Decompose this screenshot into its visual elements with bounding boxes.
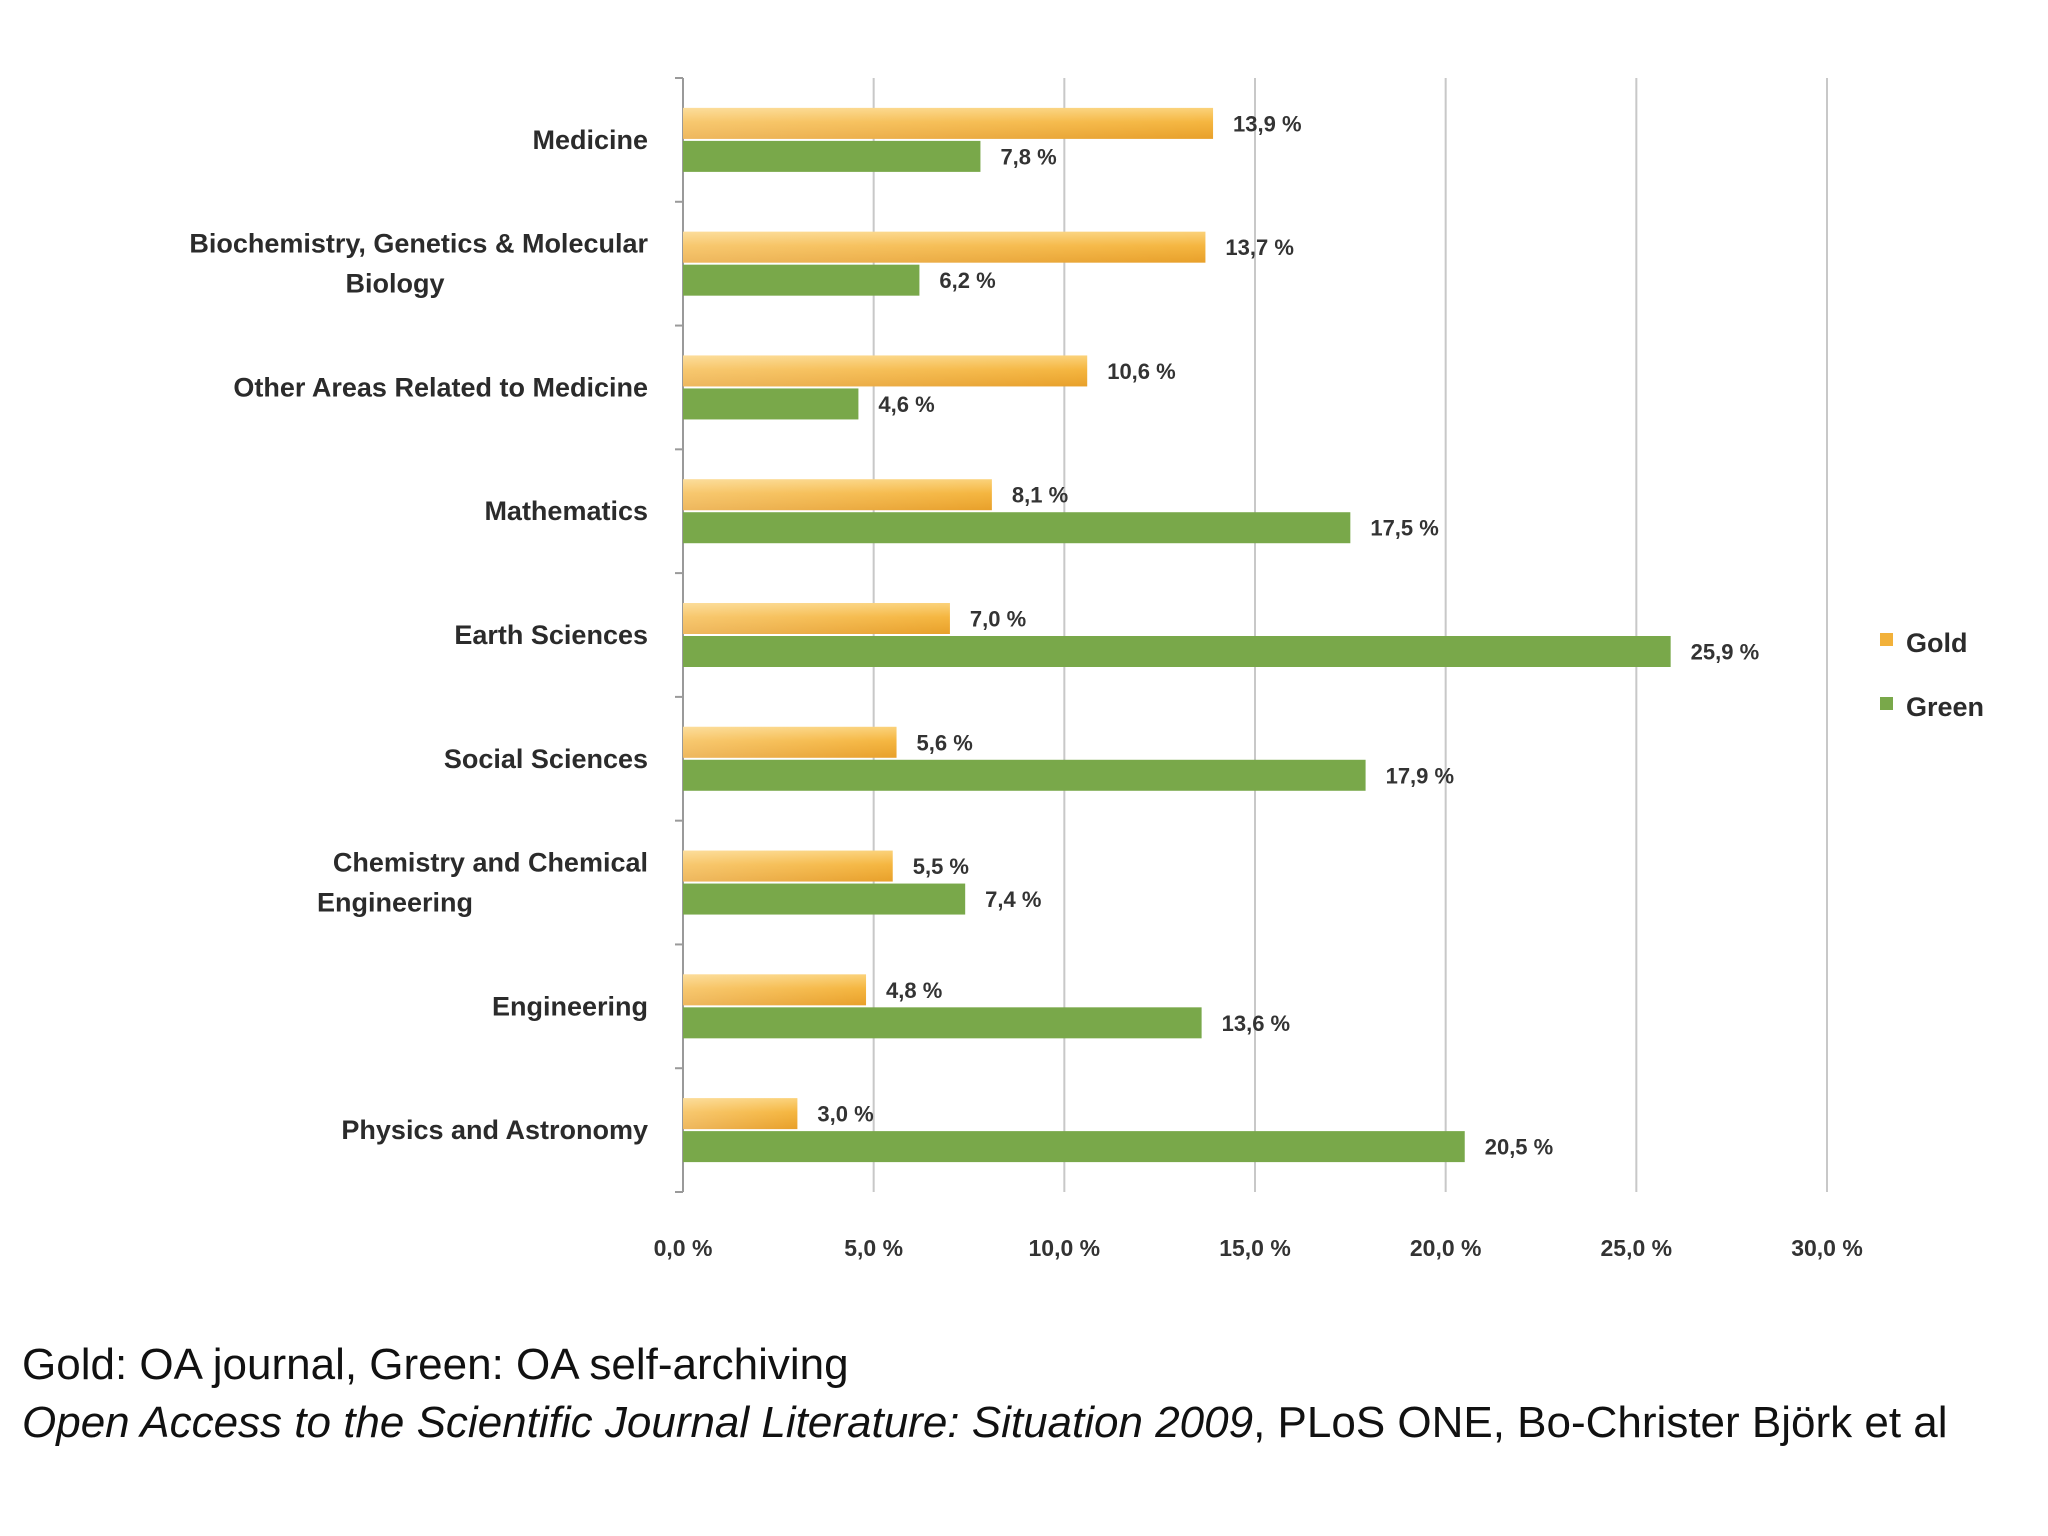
green-bar: [683, 636, 1671, 667]
category-label: Earth Sciences: [454, 620, 648, 650]
green-bar: [683, 1131, 1465, 1163]
category-label: Chemistry and Chemical: [333, 848, 648, 878]
x-tick-label: 5,0 %: [844, 1235, 903, 1261]
x-axis-ticks: 0,0 % 5,0 % 10,0 % 15,0 % 20,0 % 25,0 % 30,0 %: [654, 1235, 1863, 1261]
legend: Gold Green: [1880, 628, 1984, 722]
x-tick-label: 10,0 %: [1029, 1235, 1101, 1261]
category-label: Social Sciences: [444, 744, 648, 774]
green-value-label: 4,6 %: [878, 392, 934, 417]
gold-bar-highlight: [683, 107, 1214, 139]
gold-bar-highlight: [683, 850, 893, 882]
gridlines: [675, 77, 1828, 1193]
gold-value-label: 4,8 %: [886, 978, 942, 1003]
green-legend-swatch: [1880, 697, 1893, 710]
green-value-label: 7,4 %: [985, 887, 1041, 912]
caption-paper-title: Open Access to the Scientific Journal Li…: [22, 1398, 1254, 1447]
gold-value-label: 3,0 %: [817, 1102, 873, 1127]
value-labels: 13,9 % 7,8 % 13,7 % 6,2 % 10,6 % 4,6 % 8,1 % 17…: [817, 111, 1759, 1159]
green-bar: [683, 1007, 1202, 1039]
gold-legend-label: Gold: [1906, 628, 1968, 658]
gold-bar-highlight: [683, 726, 897, 758]
gold-bar-highlight: [683, 479, 992, 511]
gold-value-label: 5,5 %: [913, 854, 969, 879]
gold-value-label: 13,7 %: [1225, 235, 1294, 260]
category-label: Other Areas Related to Medicine: [233, 372, 648, 402]
x-tick-label: 15,0 %: [1219, 1235, 1291, 1261]
x-tick-label: 30,0 %: [1791, 1235, 1863, 1261]
gold-bar-highlight: [683, 231, 1206, 263]
green-value-label: 7,8 %: [1000, 144, 1056, 169]
x-tick-label: 20,0 %: [1410, 1235, 1482, 1261]
gold-value-label: 13,9 %: [1233, 111, 1302, 136]
gold-value-label: 5,6 %: [917, 730, 973, 755]
caption-line-1: Gold: OA journal, Green: OA self-archivi…: [22, 1340, 849, 1390]
green-value-label: 17,9 %: [1386, 763, 1455, 788]
green-bar: [683, 759, 1366, 791]
bar-chart: 13,9 % 7,8 % 13,7 % 6,2 % 10,6 % 4,6 % 8,1 % 17…: [189, 77, 1984, 1261]
green-bar: [683, 512, 1351, 544]
category-label: Medicine: [532, 125, 648, 155]
category-labels: Medicine Biochemistry, Genetics & Molecul…: [189, 125, 648, 1145]
x-tick-label: 0,0 %: [654, 1235, 713, 1261]
category-label: Engineering: [492, 991, 648, 1021]
gold-value-label: 7,0 %: [970, 607, 1026, 632]
category-label: Physics and Astronomy: [341, 1115, 648, 1145]
x-tick-label: 25,0 %: [1601, 1235, 1673, 1261]
caption-source: , PLoS ONE, Bo-Christer Björk et al: [1253, 1398, 1948, 1447]
gold-bar-highlight: [683, 355, 1088, 387]
caption-line-1-text: Gold: OA journal, Green: OA self-archivi…: [22, 1340, 849, 1389]
green-value-label: 20,5 %: [1485, 1135, 1554, 1160]
gold-value-label: 8,1 %: [1012, 483, 1068, 508]
category-label: Engineering: [317, 888, 473, 918]
gold-bar-highlight: [683, 974, 867, 1006]
green-bar: [683, 264, 920, 296]
gold-bar-highlight: [683, 1098, 798, 1130]
bars: [683, 107, 1671, 1163]
gold-value-label: 10,6 %: [1107, 359, 1176, 384]
green-value-label: 25,9 %: [1691, 640, 1760, 665]
green-value-label: 17,5 %: [1370, 516, 1439, 541]
gold-bar-highlight: [683, 603, 950, 634]
green-legend-label: Green: [1906, 692, 1984, 722]
green-value-label: 6,2 %: [939, 268, 995, 293]
caption-line-2: Open Access to the Scientific Journal Li…: [22, 1398, 1948, 1448]
gold-legend-swatch: [1880, 633, 1893, 646]
category-label: Biology: [346, 269, 445, 299]
green-bar: [683, 883, 966, 915]
category-label: Mathematics: [484, 496, 648, 526]
green-bar: [683, 388, 859, 420]
green-bar: [683, 140, 981, 172]
green-value-label: 13,6 %: [1222, 1011, 1291, 1036]
category-label: Biochemistry, Genetics & Molecular: [189, 229, 648, 259]
